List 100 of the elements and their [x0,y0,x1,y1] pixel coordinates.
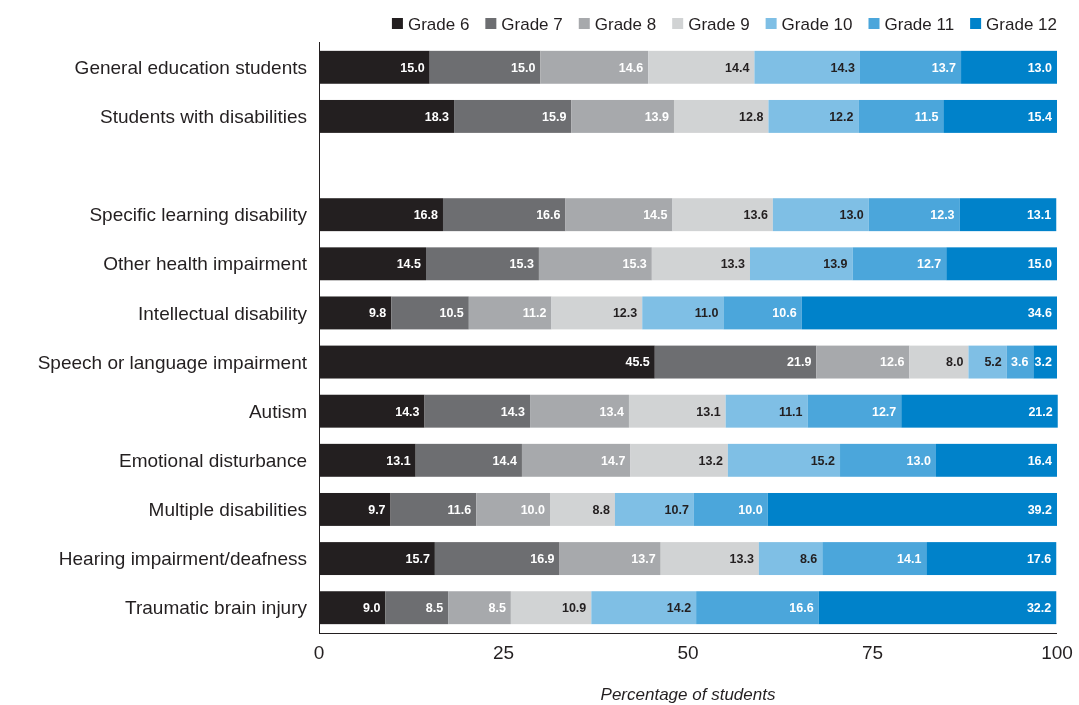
data-label: 9.0 [363,601,381,616]
bar [767,492,1057,526]
data-label: 12.8 [739,109,764,124]
data-label: 15.4 [1027,109,1053,124]
bar [549,492,615,526]
bar [822,542,927,576]
bar [628,394,726,428]
bar [415,443,522,477]
bar [758,542,823,576]
data-label: 13.6 [743,208,768,223]
y-tick-label: Emotional disturbance [119,449,307,471]
bar [935,443,1057,477]
bar [840,443,936,477]
x-tick-label: 50 [677,642,699,663]
bar [660,542,759,576]
data-label: 17.6 [1026,551,1052,566]
data-label: 5.2 [984,355,1002,370]
data-label: 14.3 [830,60,855,75]
bar [959,198,1057,232]
data-label: 10.7 [664,502,689,517]
data-label: 15.3 [509,257,534,272]
data-label: 8.0 [946,355,964,370]
bar [852,247,947,281]
y-tick-label: Other health impairment [103,253,308,275]
data-label: 45.5 [625,355,650,370]
data-label: 11.6 [447,502,472,517]
y-tick-label: Autism [248,400,307,422]
y-tick-label: General education students [74,56,307,78]
data-label: 21.9 [787,355,812,370]
bar [943,99,1057,133]
data-label: 9.8 [368,306,387,321]
bar [723,296,802,330]
bar [442,198,566,232]
bar [725,394,808,428]
data-label: 12.7 [916,257,942,272]
bar [559,542,661,576]
data-label: 15.0 [1027,257,1053,272]
data-label: 14.3 [500,404,526,419]
data-label: 10.6 [772,306,797,321]
bar [630,443,728,477]
data-label: 34.6 [1027,306,1053,321]
data-label: 13.3 [720,257,746,272]
bar [565,198,673,232]
bar [540,50,649,84]
data-label: 14.7 [601,453,626,468]
bar [468,296,552,330]
y-tick-label: Intellectual disability [138,302,308,324]
bar [672,198,773,232]
bar [390,492,477,526]
data-label: 15.0 [511,60,536,75]
legend-label: Grade 10 [781,14,853,34]
bar [571,99,674,133]
bar [385,591,449,625]
data-label: 13.7 [931,60,957,75]
data-label: 14.2 [666,601,692,616]
bar [749,247,853,281]
data-label: 13.1 [386,453,411,468]
bar [510,591,592,625]
bar [448,591,511,625]
data-label: 11.2 [522,306,547,321]
data-label: 16.9 [530,551,555,566]
bar [816,345,910,379]
y-tick-label: Traumatic brain injury [125,597,308,619]
bar [391,296,469,330]
legend-label: Grade 6 [407,14,470,34]
data-label: 12.3 [930,208,955,223]
data-label: 8.5 [488,601,506,616]
data-label: 21.2 [1028,404,1053,419]
data-label: 10.5 [439,306,464,321]
bar [648,50,755,84]
bar [926,542,1057,576]
x-tick-label: 100 [1041,642,1073,663]
data-label: 14.5 [396,257,422,272]
data-label: 32.2 [1026,601,1052,616]
bar [651,247,750,281]
data-label: 12.2 [829,109,854,124]
bar [424,394,531,428]
bar [868,198,960,232]
legend-label: Grade 12 [986,14,1058,34]
data-label: 10.0 [738,502,763,517]
data-label: 13.0 [1027,60,1053,75]
bar [968,345,1007,379]
bar [818,591,1057,625]
data-label: 13.0 [839,208,864,223]
y-tick-label: Multiple disabilities [148,499,307,521]
bar [591,591,697,625]
data-label: 9.7 [368,502,386,517]
bar [614,492,694,526]
data-label: 39.2 [1027,502,1053,517]
data-label: 15.2 [810,453,836,468]
data-label: 8.6 [799,551,818,566]
bar [654,345,817,379]
data-label: 15.7 [405,551,430,566]
data-label: 14.6 [618,60,644,75]
bar [946,247,1057,281]
data-label: 16.6 [789,601,814,616]
data-label: 16.8 [413,208,439,223]
data-label: 13.3 [729,551,754,566]
data-label: 12.6 [880,355,905,370]
legend-label: Grade 8 [594,14,657,34]
